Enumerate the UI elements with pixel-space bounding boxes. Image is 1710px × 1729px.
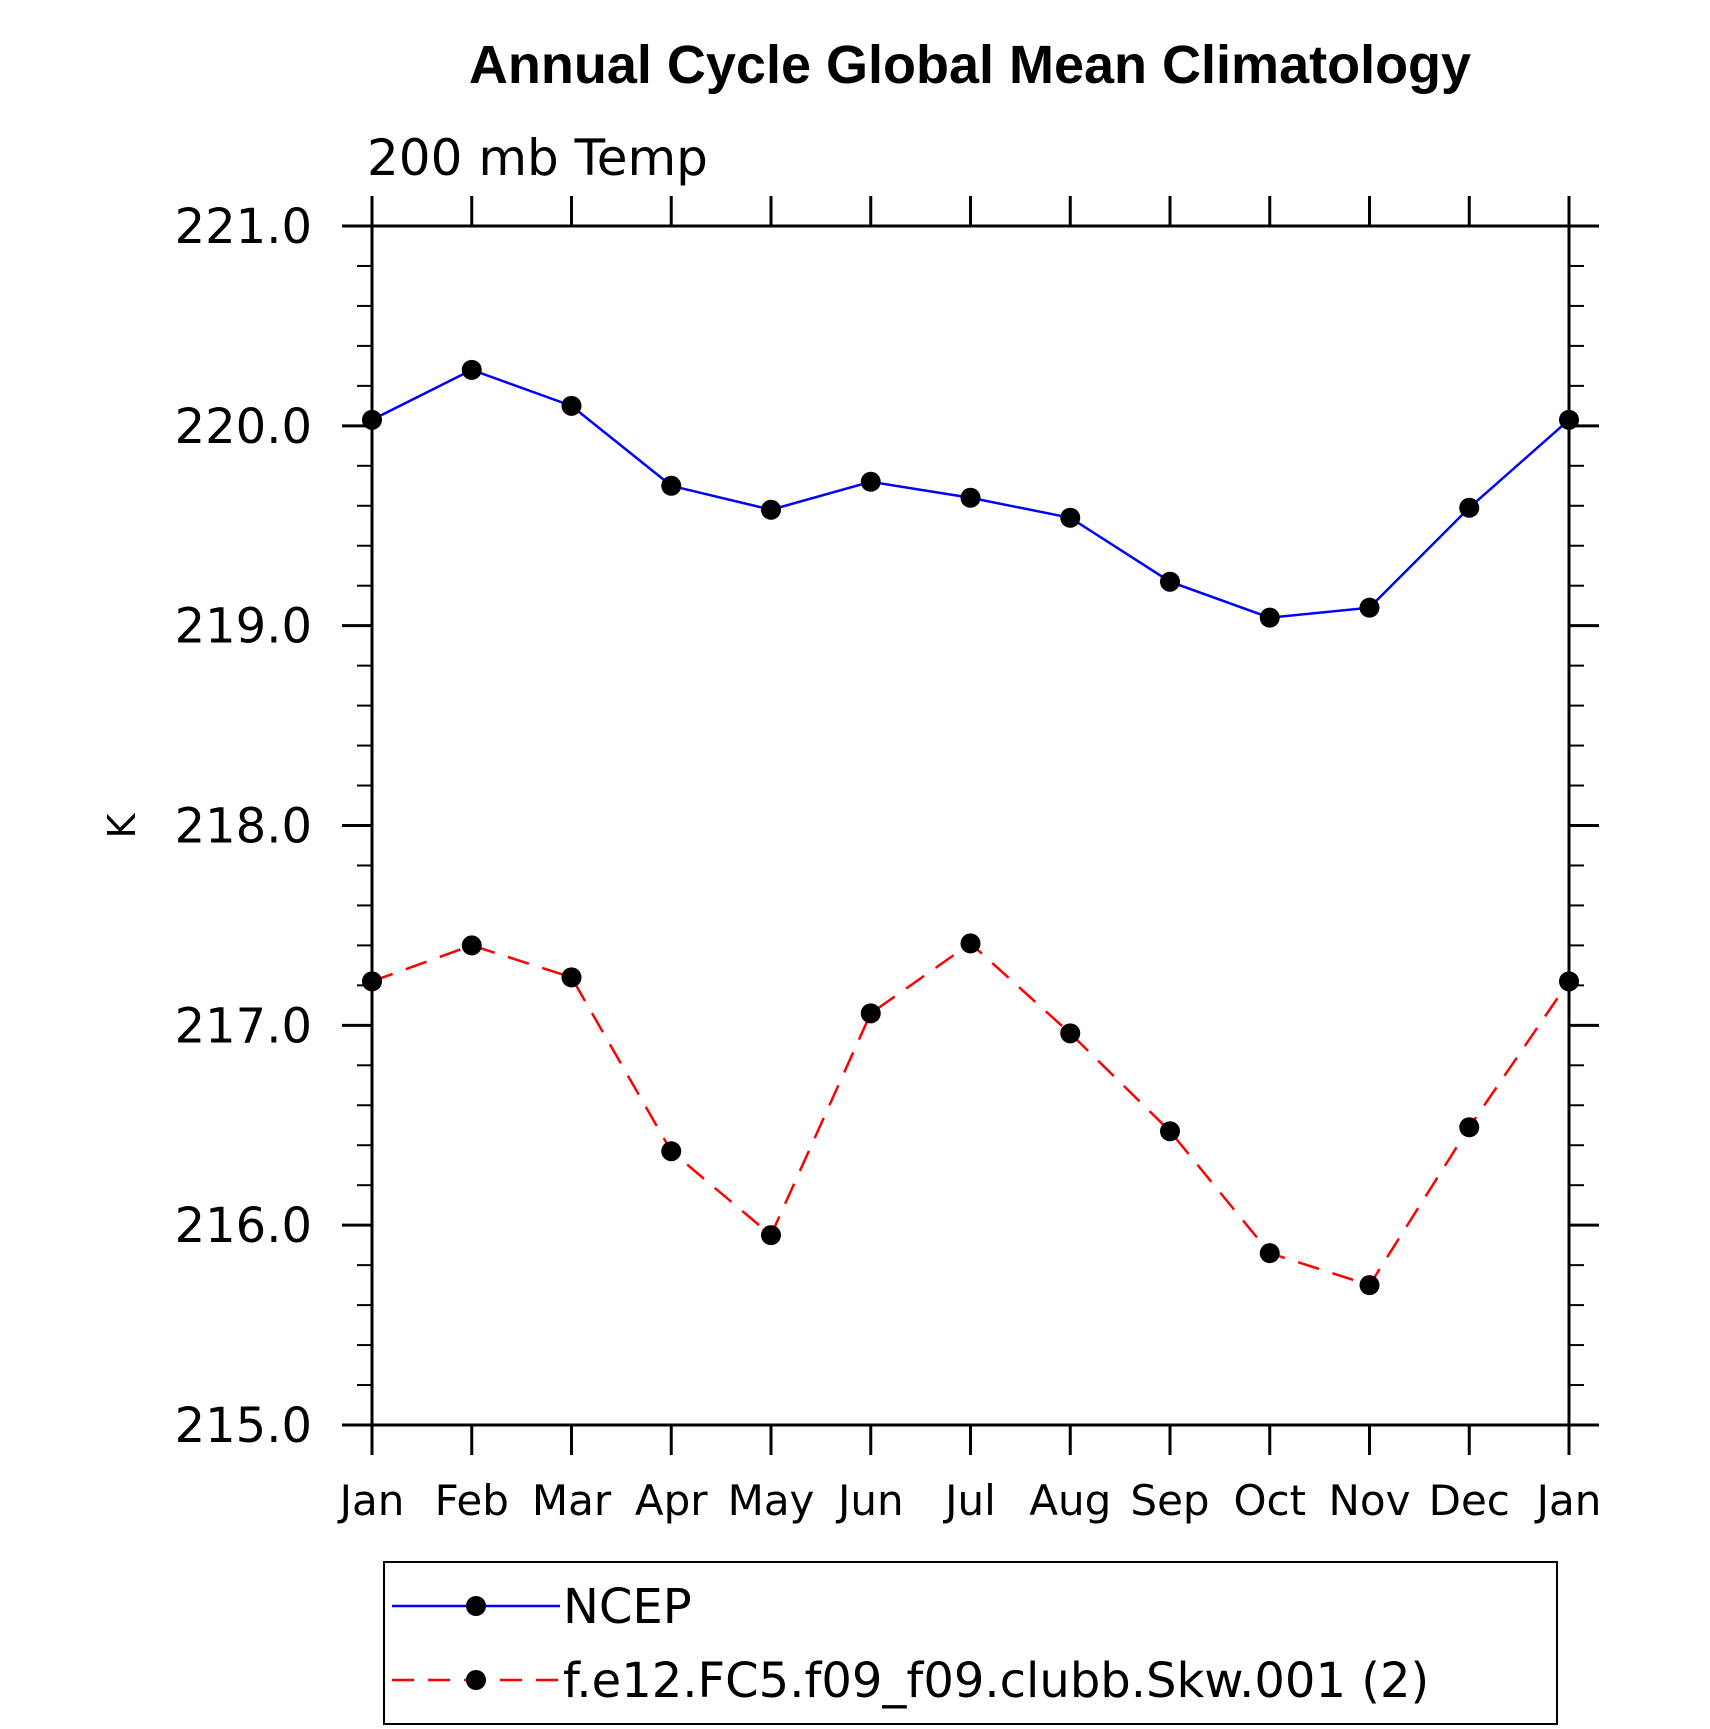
data-point: [1359, 597, 1380, 618]
data-point: [761, 1225, 781, 1246]
data-point: [1160, 1121, 1180, 1142]
data-point: [1160, 571, 1180, 592]
legend-marker-model: [466, 1670, 486, 1690]
x-tick-label: Feb: [435, 1476, 509, 1525]
data-point: [362, 409, 382, 430]
data-point: [661, 475, 682, 496]
tick-marks: [342, 196, 1599, 1455]
series-line: [371, 941, 1571, 1287]
x-tick-label: Jun: [835, 1476, 904, 1525]
x-tick-label: May: [728, 1476, 815, 1525]
x-tick-labels: Jan Feb Mar Apr May Jun Jul Aug Sep Oct Nov Dec Jan: [337, 1476, 1602, 1525]
data-point: [860, 471, 881, 492]
data-point: [1459, 497, 1480, 518]
data-point: [1060, 1023, 1081, 1044]
x-tick-label: Jan: [337, 1476, 405, 1525]
legend-label-model: f.e12.FC5.f09_f09.clubb.Skw.001 (2): [563, 1653, 1429, 1709]
x-tick-label: Sep: [1130, 1476, 1209, 1525]
data-point: [1359, 1275, 1380, 1296]
y-tick-label: 216.0: [175, 1198, 312, 1254]
data-point: [1459, 1117, 1480, 1138]
data-point: [860, 1003, 881, 1024]
y-tick-label: 220.0: [175, 399, 312, 455]
data-point: [1259, 1243, 1280, 1264]
data-point: [761, 499, 781, 520]
data-series: [362, 359, 1579, 1296]
x-tick-label: Mar: [532, 1476, 612, 1525]
x-tick-label: Jan: [1534, 1476, 1602, 1525]
x-tick-label: Jul: [942, 1476, 996, 1525]
legend-marker-ncep: [466, 1596, 486, 1616]
y-tick-label: 217.0: [175, 998, 312, 1054]
legend: NCEP f.e12.FC5.f09_f09.clubb.Skw.001 (2): [383, 1561, 1558, 1725]
x-tick-label: Nov: [1329, 1476, 1411, 1525]
data-point: [362, 971, 382, 992]
data-point: [1060, 507, 1081, 528]
data-point: [661, 1141, 682, 1162]
x-tick-label: Oct: [1233, 1476, 1306, 1525]
data-point: [461, 359, 482, 380]
data-point: [561, 395, 582, 416]
y-tick-label: 215.0: [175, 1398, 312, 1454]
x-tick-label: Aug: [1029, 1476, 1111, 1525]
y-tick-label: 221.0: [175, 199, 312, 255]
x-tick-label: Apr: [635, 1476, 708, 1525]
plot-frame: [370, 224, 1571, 1427]
y-tick-label: 218.0: [175, 799, 312, 855]
data-point: [1559, 971, 1579, 992]
data-point: [461, 935, 482, 956]
data-point: [960, 487, 981, 508]
legend-label-ncep: NCEP: [563, 1579, 692, 1635]
y-tick-labels: 215.0 216.0 217.0 218.0 219.0 220.0 221.0: [175, 199, 312, 1454]
x-tick-label: Dec: [1429, 1476, 1510, 1525]
chart-title: Annual Cycle Global Mean Climatology: [469, 35, 1471, 95]
y-tick-label: 219.0: [175, 599, 312, 655]
data-point: [960, 933, 981, 954]
data-point: [1259, 607, 1280, 628]
data-point: [1559, 409, 1579, 430]
y-axis-label: K: [100, 812, 144, 838]
chart-subtitle: 200 mb Temp: [367, 129, 708, 187]
legend-box: [383, 1561, 1558, 1725]
data-point: [561, 967, 582, 988]
